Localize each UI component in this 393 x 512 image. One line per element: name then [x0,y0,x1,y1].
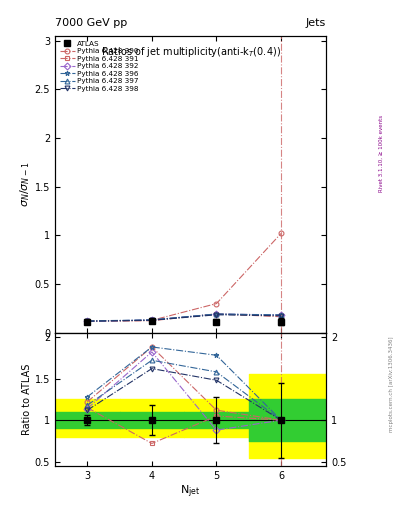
Y-axis label: Ratio to ATLAS: Ratio to ATLAS [22,364,32,435]
Pythia 6.428 390 [214,301,219,307]
Pythia 6.428 398 [149,317,154,323]
Pythia 6.428 391 [214,311,219,317]
Pythia 6.428 398 [214,312,219,318]
Y-axis label: $\sigma_N/\sigma_{N-1}$: $\sigma_N/\sigma_{N-1}$ [18,161,32,207]
Pythia 6.428 396 [149,317,154,323]
Pythia 6.428 397 [149,317,154,323]
X-axis label: N$_{\rm jet}$: N$_{\rm jet}$ [180,483,201,500]
Legend: ATLAS, Pythia 6.428 390, Pythia 6.428 391, Pythia 6.428 392, Pythia 6.428 396, P: ATLAS, Pythia 6.428 390, Pythia 6.428 39… [59,39,140,93]
Pythia 6.428 391 [85,318,90,325]
Pythia 6.428 390 [279,230,283,237]
Line: Pythia 6.428 392: Pythia 6.428 392 [85,312,283,324]
Text: Jets: Jets [306,18,326,28]
Pythia 6.428 396 [279,312,283,318]
Pythia 6.428 392 [85,318,90,325]
Pythia 6.428 396 [85,318,90,324]
Pythia 6.428 392 [149,317,154,323]
Text: Rivet 3.1.10, ≥ 100k events: Rivet 3.1.10, ≥ 100k events [379,115,384,192]
Line: Pythia 6.428 396: Pythia 6.428 396 [85,312,283,324]
Pythia 6.428 392 [279,312,283,318]
Text: 7000 GeV pp: 7000 GeV pp [55,18,127,28]
Line: Pythia 6.428 391: Pythia 6.428 391 [85,311,283,324]
Pythia 6.428 390 [149,317,154,324]
Line: Pythia 6.428 390: Pythia 6.428 390 [85,231,283,324]
Pythia 6.428 397 [279,312,283,318]
Text: Ratios of jet multiplicity(anti-k$_T$(0.4)): Ratios of jet multiplicity(anti-k$_T$(0.… [101,45,281,59]
Pythia 6.428 397 [85,318,90,324]
Pythia 6.428 392 [214,311,219,317]
Pythia 6.428 391 [279,314,283,320]
Line: Pythia 6.428 397: Pythia 6.428 397 [85,312,283,324]
Text: mcplots.cern.ch [arXiv:1306.3436]: mcplots.cern.ch [arXiv:1306.3436] [389,336,393,432]
Pythia 6.428 396 [214,311,219,317]
Pythia 6.428 398 [279,313,283,319]
Pythia 6.428 398 [85,318,90,324]
Pythia 6.428 390 [85,318,90,324]
Pythia 6.428 397 [214,311,219,317]
Line: Pythia 6.428 398: Pythia 6.428 398 [85,312,283,324]
Pythia 6.428 391 [149,317,154,324]
